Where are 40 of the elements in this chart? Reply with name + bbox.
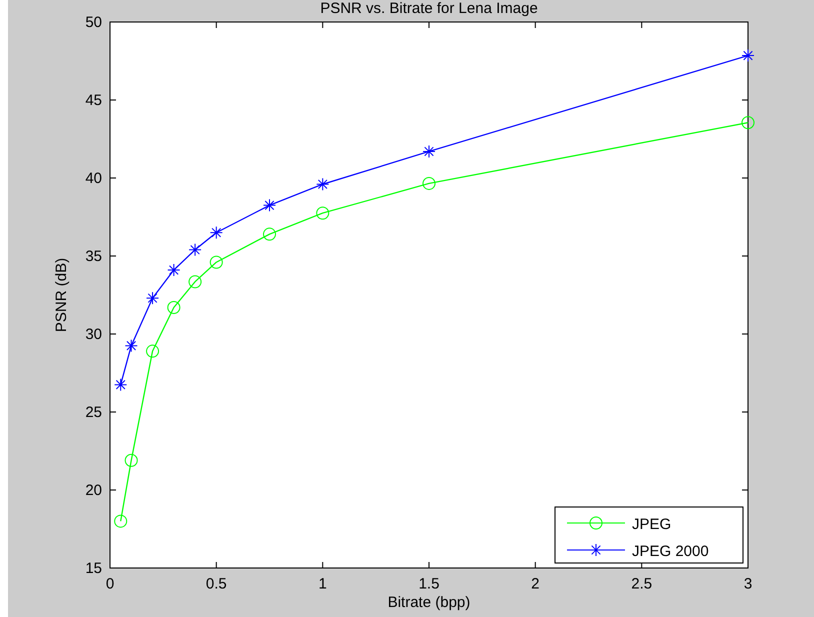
- point: [210, 226, 223, 240]
- point: [167, 264, 180, 277]
- point: [188, 275, 202, 288]
- y-axis-title: PSNR (dB): [53, 258, 70, 332]
- point: [422, 176, 436, 190]
- x-tick-label: 0.5: [206, 576, 227, 593]
- legend-label: JPEG 2000: [632, 543, 709, 560]
- y-tick-label: 15: [85, 560, 102, 577]
- point: [188, 243, 202, 256]
- x-tick-label: 3: [744, 576, 752, 593]
- point: [422, 144, 436, 158]
- x-tick-label: 0: [106, 576, 114, 593]
- x-tick-label: 1.5: [418, 576, 440, 593]
- point: [742, 116, 754, 130]
- point: [124, 339, 138, 352]
- point: [114, 378, 128, 392]
- point: [146, 344, 160, 358]
- legend-label: JPEG: [632, 516, 672, 533]
- point: [124, 454, 138, 467]
- y-tick-label: 50: [85, 14, 102, 31]
- x-axis-title: Bitrate (bpp): [388, 594, 470, 611]
- point: [210, 256, 223, 269]
- y-tick-label: 40: [85, 170, 102, 187]
- y-tick-label: 30: [85, 326, 102, 343]
- point: [263, 198, 276, 212]
- y-tick-label: 20: [85, 482, 102, 499]
- chart-title: PSNR vs. Bitrate for Lena Image: [320, 0, 538, 17]
- point: [316, 206, 330, 220]
- x-tick-label: 2: [531, 576, 540, 593]
- point: [167, 300, 180, 314]
- point: [263, 228, 276, 241]
- y-tick-label: 35: [85, 248, 102, 265]
- point: [742, 49, 754, 62]
- point: [114, 514, 128, 528]
- x-tick-label: 2.5: [631, 576, 652, 593]
- x-tick-label: 1: [318, 576, 327, 593]
- point: [146, 292, 160, 305]
- y-tick-label: 25: [85, 404, 102, 421]
- point: [316, 178, 330, 191]
- y-tick-label: 45: [85, 92, 102, 109]
